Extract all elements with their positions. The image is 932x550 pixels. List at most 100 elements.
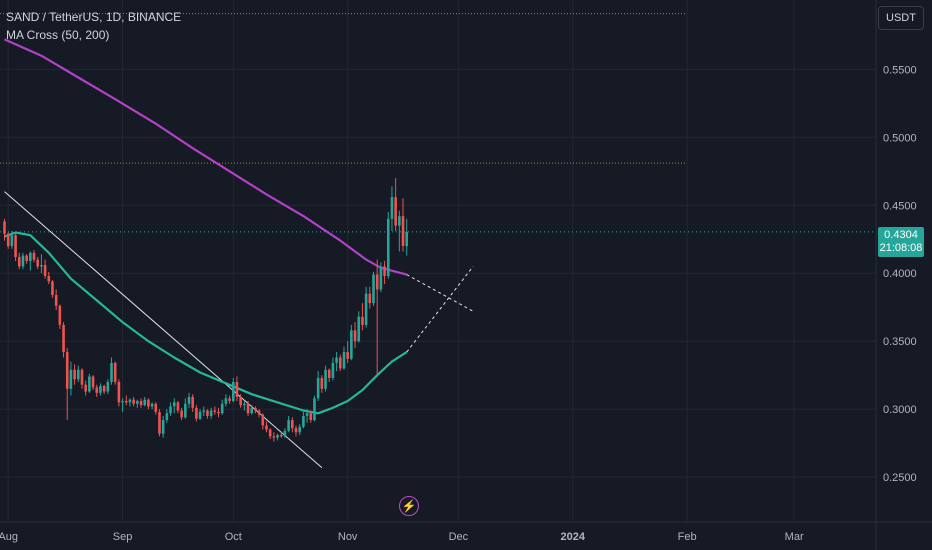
candle-body [405,231,409,247]
candle-body [390,197,394,219]
candle-body [91,376,95,388]
candle-body [283,430,287,437]
horizontal-levels [0,13,876,233]
candle-body [217,411,220,414]
candle-body [305,413,309,416]
candle-body [191,396,194,408]
candle-body [202,410,206,412]
candle-body [158,411,161,434]
candle-body [95,387,99,393]
candle-body [77,369,80,380]
y-tick-label: 0.5000 [883,132,917,144]
candle-body [224,398,228,404]
candle-body [209,410,213,416]
x-tick-label: Mar [785,531,804,543]
y-tick-label: 0.4000 [883,268,917,280]
candle-body [327,369,331,378]
candle-body [136,401,139,404]
candle-body [265,425,268,430]
currency-button[interactable]: USDT [878,6,924,30]
candle-body [132,399,135,404]
candle-body [338,357,342,369]
candle-body [368,293,372,304]
candle-body [291,420,294,429]
candle-body [99,386,102,393]
candle-body [54,294,58,306]
candle-body [47,275,51,282]
candle-body [14,235,17,257]
indicator-label[interactable]: MA Cross (50, 200) [6,28,110,42]
candle-body [243,403,246,406]
x-tick-label: Feb [678,531,697,543]
candle-body [398,216,401,226]
ma50-projection [406,266,474,353]
candle-body [169,406,172,414]
candle-body [394,197,397,226]
y-tick-label: 0.2500 [883,472,917,484]
candle-body [124,401,128,403]
candle-body [346,352,349,359]
candle-body [320,377,324,389]
x-tick-label: Oct [225,531,242,543]
candle-body [335,357,338,363]
candle-body [364,293,368,325]
candle-body [25,255,28,261]
candle-body [272,436,276,438]
candle-body [350,330,353,359]
x-tick-label: Sep [113,531,133,543]
x-tick-label: Nov [338,531,358,543]
candle-body [88,376,91,392]
symbol-title[interactable]: SAND / TetherUS, 1D, BINANCE [6,10,182,24]
candle-body [43,265,47,276]
candle-body [294,428,298,433]
current-price-badge: 0.4304 21:08:08 [878,227,924,257]
candle-body [268,429,272,437]
candle-body [261,414,265,426]
candle-body [106,381,110,392]
candle-body [65,352,69,389]
candle-body [276,435,279,438]
candle-body [309,413,313,421]
y-tick-label: 0.5500 [883,64,917,76]
candle-body [150,403,154,407]
candle-body [279,435,283,437]
candle-body [139,401,143,406]
candle-body [198,411,202,419]
candle-body [206,410,209,416]
candle-body [128,399,132,403]
candle-body [21,255,25,267]
candle-body [117,381,121,403]
x-tick-label: Aug [0,531,18,543]
candle-body [176,402,180,411]
ma200-projection [406,274,474,312]
candle-body [331,362,335,378]
candle-body [73,369,76,380]
candle-body [187,396,191,404]
ma50-line [4,231,408,415]
candle-body [40,265,43,267]
candle-body [220,403,224,414]
candle-body [110,362,113,382]
candle-body [313,398,316,421]
candle-body [147,399,150,407]
candle-body [10,235,14,247]
candle-body [121,401,124,403]
candle-body [401,216,405,247]
candle-body [69,369,73,389]
candle-body [383,266,386,276]
x-tick-label: Dec [449,531,469,543]
candle-body [184,403,187,418]
candle-body [228,398,231,402]
candle-body [342,352,346,369]
candle-body [375,274,379,290]
y-tick-label: 0.3000 [883,404,917,416]
candle-body [180,410,183,418]
candle-body [213,410,217,412]
candle-body [246,403,250,414]
candle-body [386,218,390,276]
indicator-lines [4,38,474,469]
lightning-icon[interactable]: ⚡ [399,496,419,516]
candle-body [316,377,320,399]
